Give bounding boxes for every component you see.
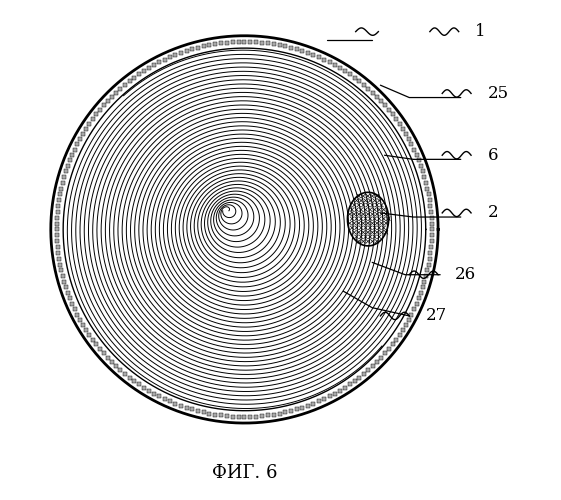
Text: 2: 2 (488, 204, 498, 222)
Text: 26: 26 (454, 266, 476, 283)
Text: ФИГ. 6: ФИГ. 6 (211, 464, 277, 481)
Text: 6: 6 (488, 146, 498, 164)
Text: 27: 27 (426, 308, 447, 324)
Text: 25: 25 (488, 85, 509, 102)
Text: 1: 1 (475, 23, 486, 40)
